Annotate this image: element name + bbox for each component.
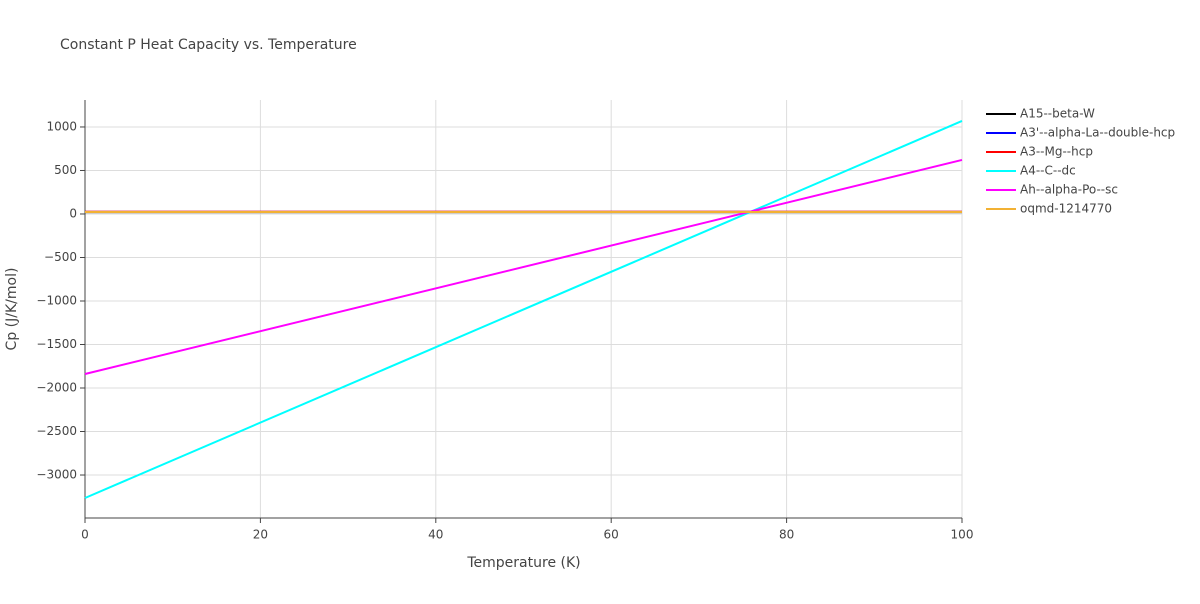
x-tick-label: 60 [604,528,619,542]
y-tick-label: −3000 [36,468,77,482]
y-tick-label: −1500 [36,337,77,351]
legend-label: A3--Mg--hcp [1020,145,1093,159]
x-tick-label: 80 [779,528,794,542]
y-tick-label: 500 [54,163,77,177]
legend-label: A4--C--dc [1020,164,1076,178]
y-tick-label: −2000 [36,381,77,395]
legend-label: oqmd-1214770 [1020,202,1112,216]
y-axis-label: Cp (J/K/mol) [4,268,20,351]
x-tick-label: 20 [253,528,268,542]
legend-label: Ah--alpha-Po--sc [1020,183,1118,197]
series-line [84,158,963,375]
y-tick-label: −500 [44,250,77,264]
x-tick-label: 0 [81,528,89,542]
x-tick-label: 100 [951,528,974,542]
y-tick-label: −1000 [36,293,77,307]
series-line [84,120,963,499]
legend-label: A3'--alpha-La--double-hcp [1020,126,1175,140]
y-tick-label: 1000 [46,119,77,133]
x-tick-label: 40 [428,528,443,542]
x-axis-label: Temperature (K) [466,555,580,571]
y-tick-label: 0 [69,206,77,220]
y-tick-label: −2500 [36,424,77,438]
legend-label: A15--beta-W [1020,107,1095,121]
chart-title: Constant P Heat Capacity vs. Temperature [60,37,357,53]
